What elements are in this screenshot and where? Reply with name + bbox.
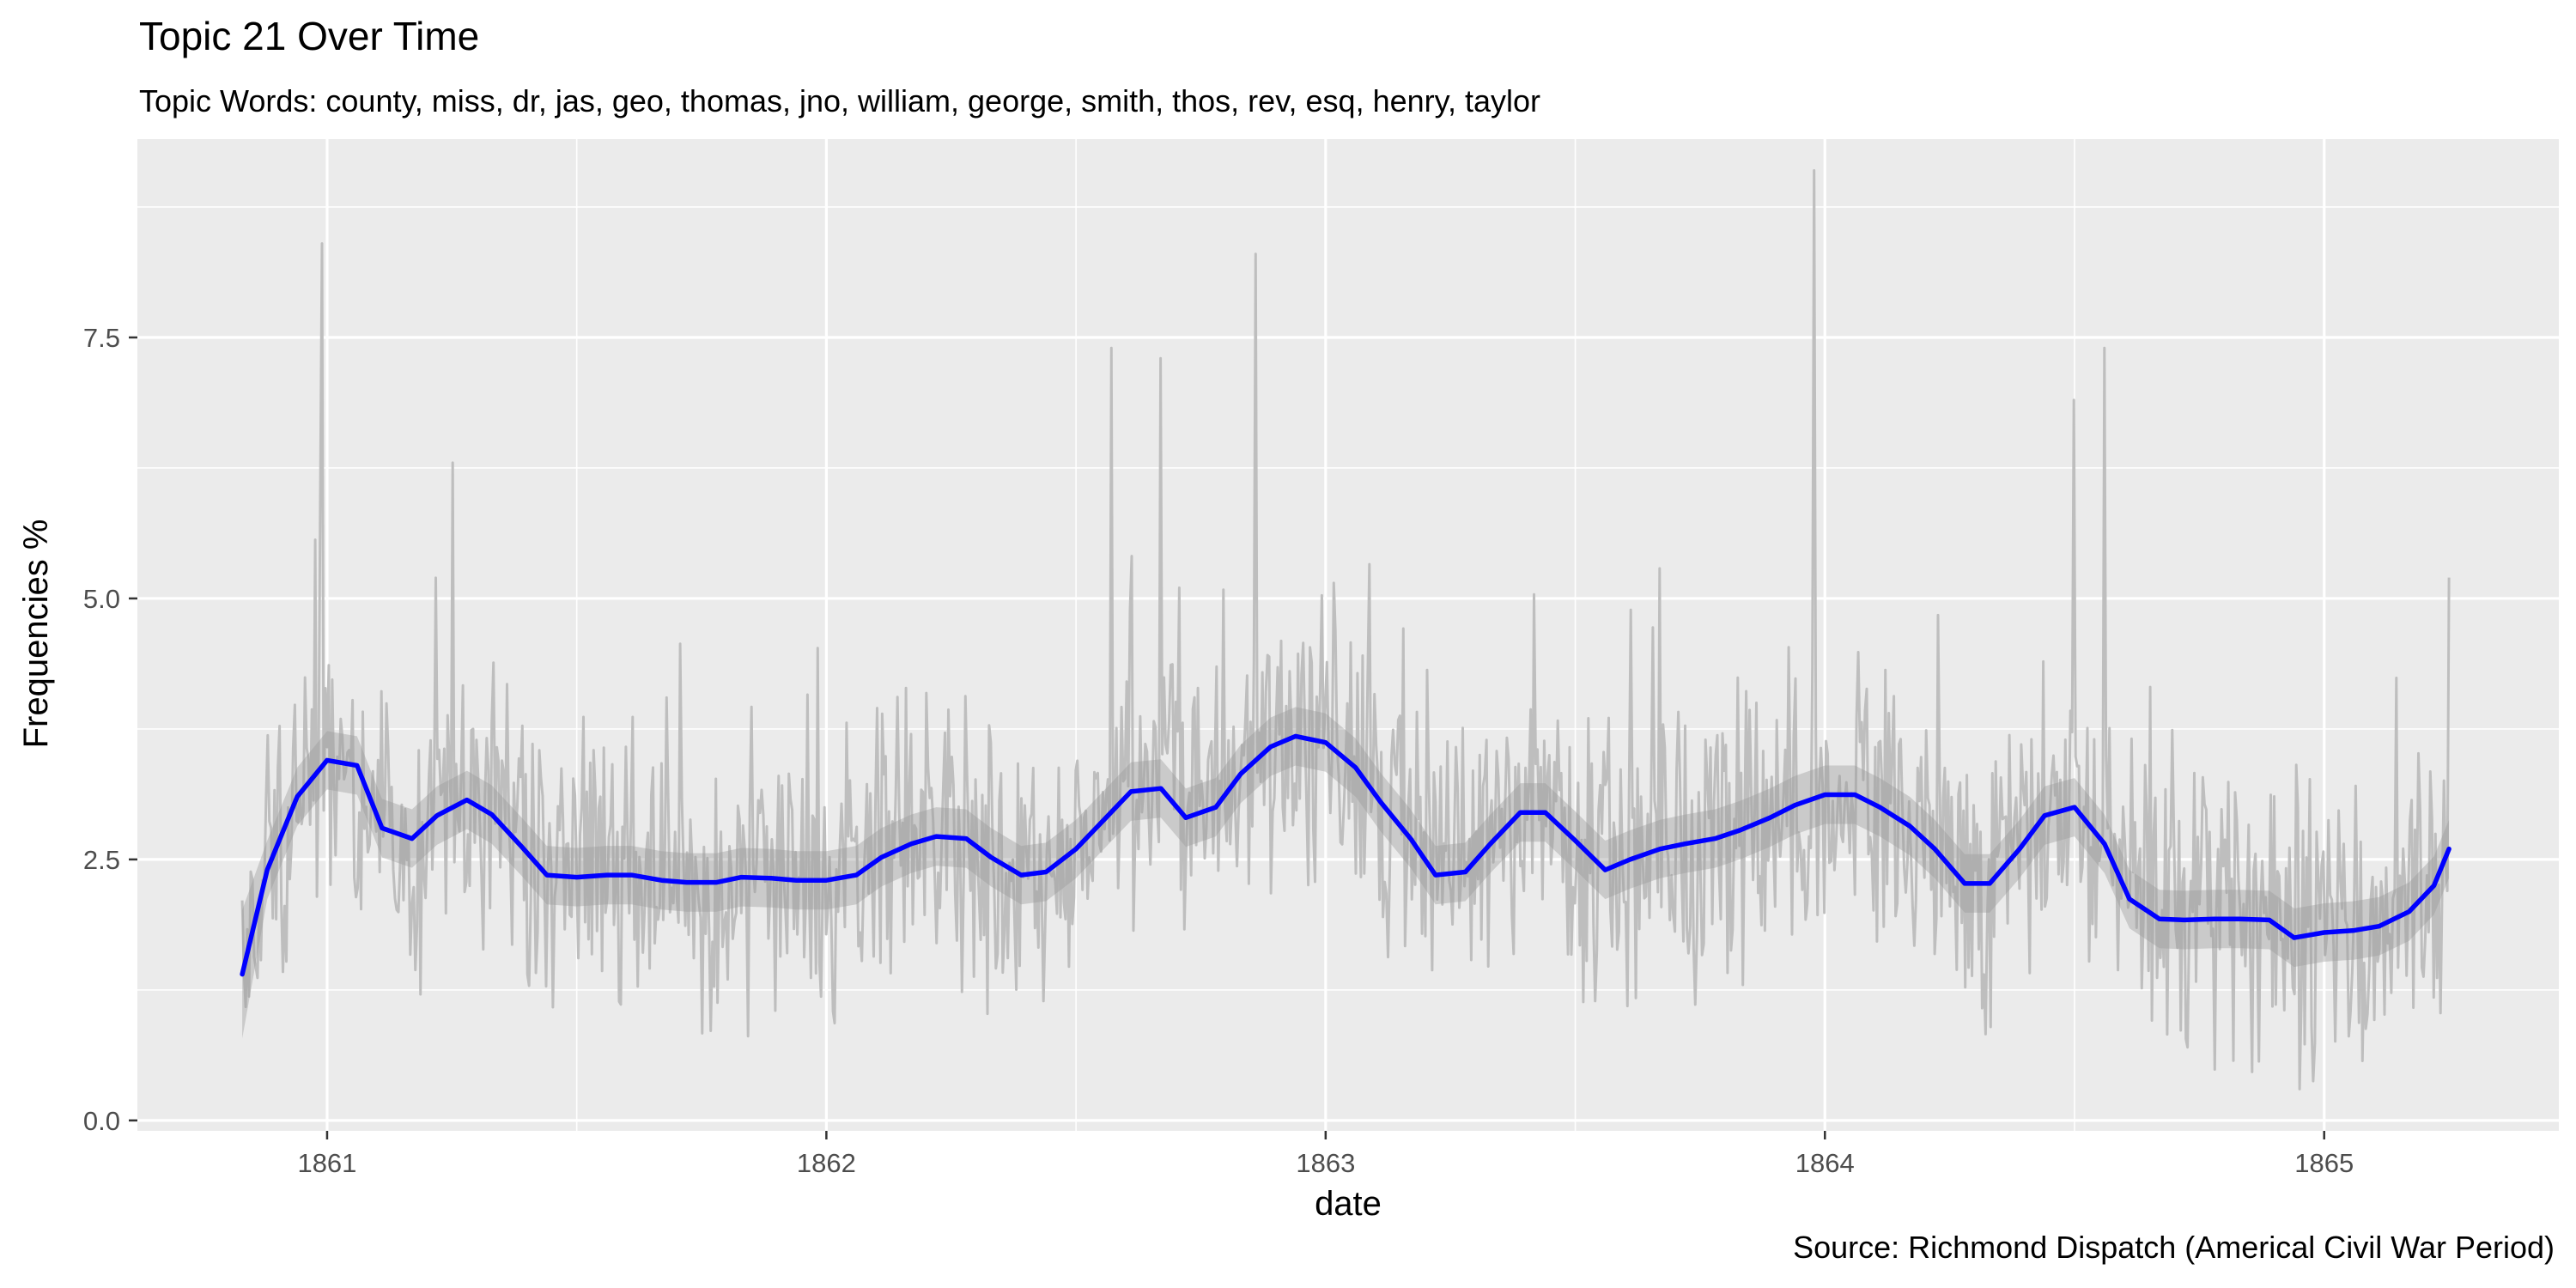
x-tick-label: 1864 xyxy=(1795,1148,1855,1178)
confidence-band-area xyxy=(242,707,2450,1039)
x-tick-label: 1865 xyxy=(2294,1148,2354,1178)
y-tick-label: 0.0 xyxy=(83,1106,120,1136)
plot-panel xyxy=(137,139,2559,1131)
axes: 0.0 2.5 5.0 7.5 1861 1862 1863 1864 1865 xyxy=(83,323,2354,1178)
chart-title: Topic 21 Over Time xyxy=(139,14,479,58)
x-tick-label: 1862 xyxy=(797,1148,856,1178)
y-axis-title: Frequencies % xyxy=(17,519,55,749)
smoothed-trend-series xyxy=(240,733,2451,977)
y-tick-label: 5.0 xyxy=(83,584,120,614)
chart-subtitle: Topic Words: county, miss, dr, jas, geo,… xyxy=(139,83,1540,118)
x-tick-label: 1861 xyxy=(297,1148,356,1178)
raw-frequency-series xyxy=(240,169,2451,1091)
raw-frequency-line xyxy=(240,169,2451,1091)
confidence-band xyxy=(242,707,2450,1039)
smoothed-trend-line xyxy=(240,733,2451,977)
x-tick-label: 1863 xyxy=(1296,1148,1355,1178)
y-tick-label: 2.5 xyxy=(83,845,120,875)
source-caption: Source: Richmond Dispatch (Americal Civi… xyxy=(1793,1230,2555,1265)
y-tick-label: 7.5 xyxy=(83,323,120,353)
x-axis-title: date xyxy=(1315,1185,1382,1223)
